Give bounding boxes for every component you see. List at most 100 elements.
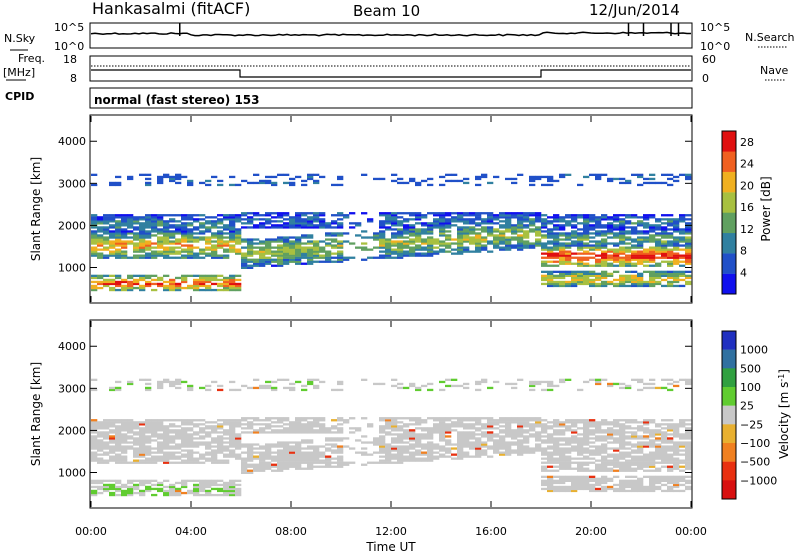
velocity-cell (679, 378, 686, 381)
velocity-cell (553, 457, 560, 460)
velocity-cell (139, 423, 146, 426)
power-cell (283, 173, 290, 176)
velocity-cell (577, 483, 584, 487)
power-cell (379, 177, 386, 181)
power-cell (637, 240, 644, 243)
velocity-cell (139, 453, 146, 456)
velocity-cell (619, 463, 626, 466)
velocity-cell (625, 431, 632, 434)
power-cell (241, 226, 248, 229)
velocity-cell (157, 419, 164, 422)
power-cell (511, 181, 518, 185)
velocity-cell (379, 429, 386, 432)
velocity-cell (673, 465, 680, 468)
velocity-cell (547, 481, 554, 485)
power-cell (379, 238, 386, 241)
velocity-cell (307, 441, 314, 444)
power-cell (247, 244, 254, 247)
velocity-cell (541, 449, 548, 452)
power-cell (475, 250, 482, 253)
velocity-cell (139, 445, 146, 448)
velocity-cell (511, 449, 518, 452)
power-cell (553, 246, 560, 249)
velocity-cell (661, 483, 668, 487)
velocity-cell (157, 449, 164, 452)
velocity-cell (553, 465, 560, 468)
power-cell (295, 214, 302, 217)
velocity-cell (547, 421, 554, 424)
power-cell (649, 230, 656, 233)
power-colorbar-tick: 16 (740, 201, 754, 214)
velocity-cell (619, 382, 626, 386)
power-cell (109, 250, 116, 253)
power-cell (103, 226, 110, 229)
velocity-cell (577, 485, 584, 489)
velocity-cell (121, 485, 128, 489)
velocity-cell (649, 445, 656, 448)
power-cell (235, 234, 242, 237)
power-cell (517, 222, 524, 225)
velocity-cell (679, 425, 686, 428)
velocity-cell (163, 479, 170, 482)
velocity-cell (169, 451, 176, 454)
velocity-cell (217, 384, 224, 388)
power-cell (571, 236, 578, 239)
velocity-cell (265, 380, 272, 384)
power-cell (163, 238, 170, 241)
velocity-cell (523, 425, 530, 428)
power-cell (121, 250, 128, 253)
velocity-cell (619, 453, 626, 456)
power-cell (103, 232, 110, 235)
power-cell (649, 276, 656, 280)
x-axis-label: Time UT (365, 540, 416, 554)
velocity-colorbar-segment (722, 480, 736, 500)
power-cell (301, 183, 308, 187)
velocity-cell (403, 449, 410, 452)
power-cell (433, 240, 440, 243)
power-cell (607, 222, 614, 225)
velocity-cell (337, 380, 344, 384)
power-cell (643, 232, 650, 235)
velocity-cell (331, 465, 338, 468)
power-cell (589, 280, 596, 284)
power-cell (127, 242, 134, 245)
power-cell (253, 224, 260, 227)
velocity-cell (211, 427, 218, 430)
velocity-cell (547, 441, 554, 444)
velocity-cell (667, 469, 674, 472)
power-cell (139, 254, 146, 257)
velocity-cell (187, 433, 194, 436)
power-cell (445, 236, 452, 239)
velocity-cell (373, 439, 380, 442)
power-cell (559, 173, 566, 176)
velocity-cell (439, 421, 446, 424)
velocity-cell (313, 455, 320, 458)
velocity-cell (685, 457, 692, 460)
power-cell (475, 222, 482, 225)
velocity-cell (187, 419, 194, 422)
velocity-cell (301, 429, 308, 432)
power-cell (445, 173, 452, 176)
power-cell (427, 244, 434, 247)
velocity-cell (685, 455, 692, 458)
velocity-cell (457, 437, 464, 440)
velocity-cell (589, 378, 596, 381)
power-cell (127, 220, 134, 223)
velocity-cell (205, 489, 212, 493)
velocity-cell (319, 465, 326, 468)
power-cell (169, 284, 176, 288)
velocity-cell (685, 459, 692, 462)
power-cell (433, 212, 440, 215)
power-cell (157, 284, 164, 288)
velocity-cell (295, 459, 302, 462)
velocity-cell (559, 485, 566, 489)
power-cell (463, 230, 470, 233)
power-cell (253, 173, 260, 176)
velocity-cell (457, 433, 464, 436)
power-cell (643, 177, 650, 181)
power-cell (277, 240, 284, 243)
velocity-cell (427, 441, 434, 444)
power-cell (517, 238, 524, 241)
velocity-cell (499, 425, 506, 428)
power-cell (295, 252, 302, 255)
